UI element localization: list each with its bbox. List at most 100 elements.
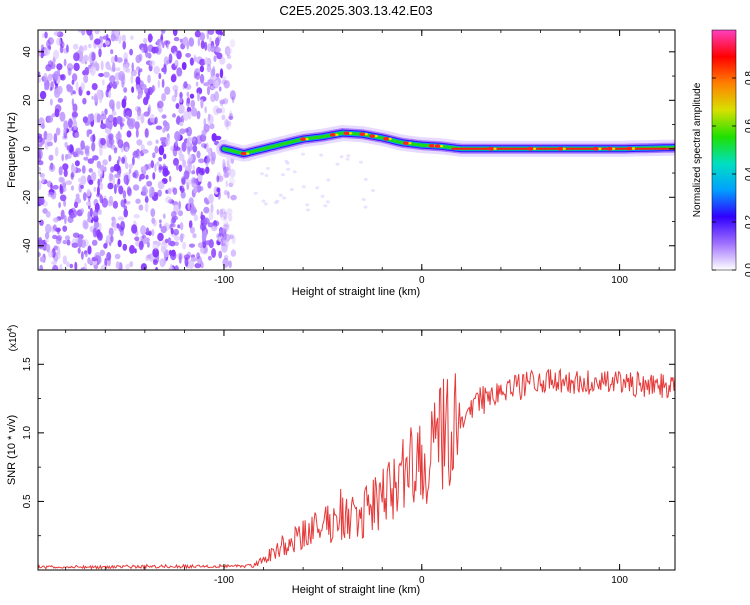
ridge-hotspot: [403, 141, 409, 145]
noise-blob: [221, 114, 226, 121]
noise-blob: [143, 43, 148, 54]
noise-blob: [155, 266, 158, 270]
noise-blob: [142, 186, 146, 193]
snr-multiplier-close: ): [8, 325, 19, 328]
noise-blob: [44, 238, 49, 243]
noise-blob: [81, 251, 84, 260]
noise-blob: [97, 209, 102, 216]
noise-blob: [220, 208, 226, 215]
noise-blob: [200, 98, 204, 109]
noise-blob: [93, 264, 99, 270]
noise-blob: [179, 91, 183, 99]
noise-blob: [167, 187, 172, 195]
noise-blob: [138, 240, 144, 251]
noise-blob: [159, 42, 162, 49]
noise-blob: [203, 197, 208, 204]
noise-blob: [223, 80, 230, 89]
noise-speck: [335, 162, 340, 166]
noise-blob: [223, 219, 229, 228]
noise-blob: [229, 110, 233, 119]
noise-blob: [161, 67, 167, 73]
noise-blob: [96, 160, 102, 169]
ridge-hotspot: [440, 144, 444, 148]
noise-blob: [219, 99, 226, 105]
noise-blob: [123, 198, 127, 204]
noise-blob: [226, 120, 229, 131]
noise-blob: [71, 73, 78, 82]
noise-blob: [82, 219, 88, 229]
noise-blob: [110, 235, 114, 243]
x-tick-label: 0: [419, 575, 425, 586]
ridge-hotspot: [349, 132, 353, 135]
noise-blob: [222, 231, 227, 241]
noise-blob: [171, 223, 176, 228]
noise-blob: [62, 240, 68, 245]
noise-blob: [228, 177, 236, 186]
noise-speck: [315, 186, 320, 190]
noise-blob: [135, 198, 141, 204]
noise-blob: [158, 106, 164, 113]
noise-blob: [207, 79, 214, 85]
noise-blob: [52, 234, 58, 240]
noise-blob: [159, 219, 162, 224]
noise-blob: [173, 228, 180, 236]
noise-blob: [53, 49, 60, 60]
noise-blob: [131, 86, 135, 93]
noise-blob: [219, 229, 225, 234]
noise-speck: [264, 174, 269, 177]
noise-blob: [91, 171, 97, 182]
noise-blob: [133, 214, 140, 219]
noise-blob: [88, 168, 93, 173]
noise-blob: [172, 113, 176, 118]
noise-blob: [208, 211, 214, 221]
ridge-hotspot: [374, 134, 378, 138]
noise-blob: [39, 219, 44, 226]
noise-blob: [121, 156, 126, 164]
colorbar-tick-label: 0.6: [744, 119, 750, 133]
noise-blob: [185, 53, 192, 58]
noise-blob: [228, 113, 234, 121]
noise-blob: [142, 149, 149, 154]
noise-blob: [129, 261, 134, 268]
noise-blob: [52, 217, 59, 223]
noise-blob: [120, 220, 125, 231]
noise-blob: [118, 156, 121, 162]
noise-blob: [86, 90, 91, 96]
noise-blob: [147, 74, 151, 84]
noise-blob: [57, 250, 61, 260]
noise-blob: [226, 164, 230, 172]
noise-blob: [52, 184, 59, 190]
noise-blob: [123, 87, 128, 93]
noise-blob: [71, 79, 75, 85]
noise-blob: [87, 211, 90, 220]
noise-blob: [231, 96, 235, 104]
noise-blob: [213, 55, 217, 62]
noise-blob: [219, 56, 226, 65]
noise-blob: [81, 165, 86, 174]
noise-blob: [107, 200, 114, 207]
ridge-hotspot: [240, 151, 247, 156]
noise-blob: [134, 236, 140, 241]
y-tick-label: 40: [22, 46, 33, 58]
y-tick-label: 1.5: [22, 357, 33, 371]
noise-blob: [149, 60, 156, 67]
noise-blob: [47, 73, 53, 82]
noise-blob: [158, 73, 162, 80]
noise-blob: [229, 39, 236, 48]
noise-blob: [193, 54, 197, 63]
noise-blob: [64, 141, 68, 148]
noise-blob: [109, 75, 116, 83]
colorbar-tick-label: 0.2: [744, 215, 750, 229]
noise-blob: [169, 175, 172, 182]
x-tick-label: 0: [419, 275, 425, 286]
noise-blob: [49, 87, 53, 92]
noise-blob: [139, 68, 143, 73]
noise-blob: [198, 158, 205, 164]
noise-blob: [207, 222, 214, 228]
noise-blob: [92, 155, 99, 161]
ridge-hotspot: [369, 134, 376, 138]
noise-blob: [229, 90, 236, 101]
noise-blob: [41, 173, 45, 184]
noise-blob: [53, 31, 60, 36]
